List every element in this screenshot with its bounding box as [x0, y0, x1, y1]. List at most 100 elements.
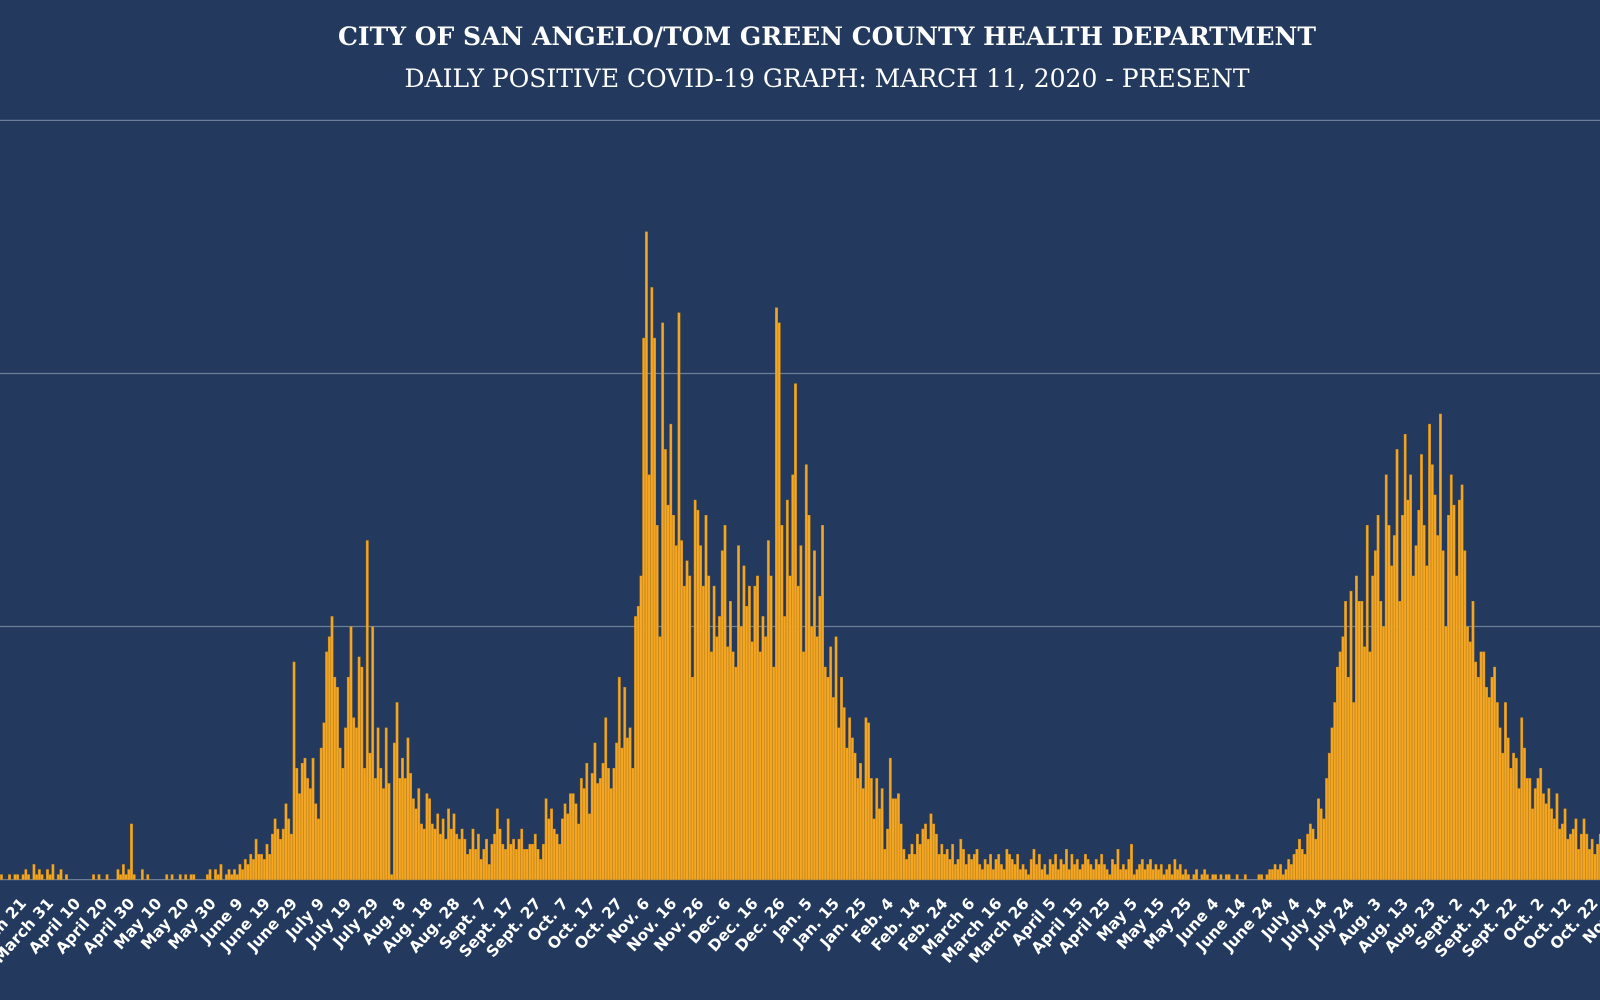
bar: [46, 869, 49, 880]
bar: [1314, 838, 1318, 880]
bar: [1154, 864, 1158, 880]
bar: [1368, 651, 1372, 880]
bar: [425, 793, 429, 880]
bar: [1002, 869, 1006, 880]
bar: [739, 626, 743, 880]
bar: [1493, 666, 1497, 880]
bar: [886, 828, 889, 880]
bar: [1333, 702, 1337, 880]
bar: [1468, 641, 1472, 880]
bar: [458, 838, 461, 880]
bar: [582, 788, 586, 880]
bar: [620, 747, 624, 880]
bar: [579, 778, 583, 880]
bar: [707, 575, 711, 880]
bar: [146, 874, 150, 880]
bar: [533, 833, 537, 880]
bar: [344, 727, 347, 880]
bar: [1032, 849, 1036, 880]
bar: [357, 656, 361, 880]
bar: [1303, 854, 1307, 880]
bar: [1029, 859, 1033, 880]
bar: [972, 854, 976, 880]
bar: [785, 499, 789, 880]
bar: [1075, 859, 1079, 880]
bar: [1373, 550, 1377, 880]
bar: [558, 843, 562, 880]
bar: [227, 869, 231, 880]
bar: [585, 762, 589, 880]
bar: [13, 874, 17, 880]
bar: [455, 833, 459, 880]
bar: [777, 322, 781, 880]
bar: [1065, 849, 1068, 880]
bar: [726, 646, 730, 880]
bar: [1100, 854, 1104, 880]
bar: [165, 874, 169, 880]
bar: [1265, 874, 1269, 880]
bar: [170, 874, 174, 880]
bar: [983, 859, 987, 880]
bar: [891, 798, 895, 880]
bar: [672, 514, 675, 880]
bar: [1260, 874, 1263, 880]
bar: [420, 823, 423, 880]
bar: [1279, 864, 1282, 880]
bar: [994, 859, 998, 880]
bar: [623, 687, 627, 880]
bar: [729, 601, 732, 880]
bar: [693, 499, 697, 880]
bar: [48, 874, 52, 880]
bar: [230, 874, 234, 880]
bar: [775, 307, 778, 880]
bar: [758, 651, 762, 880]
bar: [1027, 874, 1030, 880]
bar: [319, 747, 323, 880]
bar: [490, 843, 494, 880]
bar: [216, 874, 220, 880]
bar: [823, 666, 827, 880]
bar: [506, 818, 510, 880]
bar: [525, 849, 529, 880]
bar: [1162, 874, 1166, 880]
bar: [596, 783, 600, 880]
bar: [745, 606, 749, 880]
bar: [907, 854, 911, 880]
bar: [414, 808, 418, 880]
bar: [626, 737, 629, 880]
bar: [772, 666, 776, 880]
bar: [650, 287, 654, 880]
bar: [663, 449, 667, 880]
bar: [1051, 864, 1055, 880]
bar: [1444, 626, 1448, 880]
bar: [913, 854, 917, 880]
bar: [1165, 869, 1169, 880]
bar: [734, 666, 738, 880]
bar: [262, 859, 266, 880]
bar: [1325, 778, 1329, 880]
bar: [953, 864, 957, 880]
bar: [495, 808, 499, 880]
bar: [1070, 854, 1074, 880]
bar: [271, 833, 274, 880]
bar: [428, 798, 431, 880]
bar: [539, 859, 543, 880]
bar: [840, 676, 843, 880]
bar: [547, 818, 551, 880]
bar: [184, 874, 188, 880]
bar: [501, 843, 505, 880]
bar: [363, 768, 366, 880]
bar: [764, 636, 768, 880]
bar: [924, 823, 927, 880]
bar: [1449, 474, 1453, 880]
bar: [1430, 464, 1434, 880]
bar: [1300, 849, 1304, 880]
bar: [1439, 413, 1442, 880]
bar: [24, 869, 28, 880]
bar: [430, 823, 434, 880]
bar: [463, 838, 467, 880]
bar: [1533, 788, 1537, 880]
bar: [834, 636, 838, 880]
bar: [287, 818, 291, 880]
